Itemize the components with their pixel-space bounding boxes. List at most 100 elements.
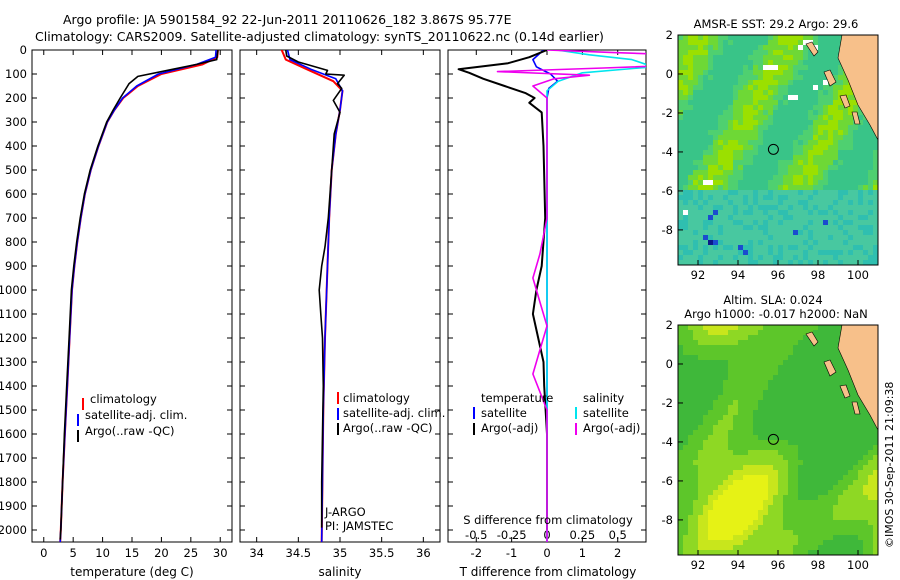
- heat-cell: [843, 235, 849, 241]
- heat-cell: [808, 55, 814, 61]
- heat-cell: [793, 35, 799, 41]
- heat-cell: [763, 175, 769, 181]
- heat-cell: [748, 165, 754, 171]
- heat-cell: [773, 365, 779, 371]
- heat-cell: [758, 195, 764, 201]
- heat-cell: [788, 50, 794, 56]
- heat-cell: [728, 170, 734, 176]
- heat-cell: [698, 550, 704, 555]
- heat-cell: [768, 395, 774, 401]
- heat-cell: [678, 230, 684, 236]
- heat-cell: [683, 455, 689, 461]
- heat-cell: [763, 230, 769, 236]
- heat-cell: [688, 110, 694, 116]
- heat-cell: [738, 475, 744, 481]
- heat-cell: [723, 260, 729, 265]
- heat-cell: [793, 205, 799, 211]
- heat-cell: [818, 170, 824, 176]
- heat-cell: [728, 440, 734, 446]
- heat-cell: [788, 335, 794, 341]
- heat-cell: [693, 550, 699, 555]
- heat-cell: [678, 440, 684, 446]
- heat-cell: [768, 235, 774, 241]
- heat-cell: [848, 130, 854, 136]
- heat-cell: [768, 495, 774, 501]
- heat-cell: [838, 400, 844, 406]
- heat-cell: [763, 240, 769, 246]
- heat-cell: [843, 375, 849, 381]
- heat-cell: [818, 550, 824, 555]
- legend-temp-satellite: satellite: [481, 406, 527, 420]
- heat-cell: [838, 170, 844, 176]
- heat-cell: [868, 195, 874, 201]
- heat-cell: [798, 440, 804, 446]
- heat-cell: [838, 485, 844, 491]
- heat-cell: [808, 410, 814, 416]
- heat-cell: [758, 360, 764, 366]
- heat-cell: [678, 145, 684, 151]
- heat-cell: [778, 390, 784, 396]
- heat-cell: [753, 85, 759, 91]
- heat-cell: [728, 220, 734, 226]
- heat-cell: [708, 490, 714, 496]
- heat-cell: [848, 180, 854, 186]
- heat-cell: [738, 395, 744, 401]
- heat-cell: [773, 520, 779, 526]
- heat-cell: [718, 535, 724, 541]
- heat-cell: [713, 80, 719, 86]
- heat-cell: [683, 230, 689, 236]
- heat-cell: [873, 255, 878, 261]
- heat-cell: [863, 490, 869, 496]
- heat-cell: [788, 355, 794, 361]
- x-tick-label: 35: [333, 546, 348, 560]
- heat-cell: [678, 225, 684, 231]
- heat-cell: [833, 335, 839, 341]
- heat-cell: [708, 505, 714, 511]
- heat-cell: [828, 150, 834, 156]
- heat-cell: [818, 445, 824, 451]
- heat-cell: [788, 375, 794, 381]
- heat-cell: [858, 460, 864, 466]
- heat-cell: [778, 70, 784, 76]
- heat-cell: [763, 455, 769, 461]
- heat-cell: [783, 500, 789, 506]
- heat-cell: [748, 325, 754, 331]
- heat-cell: [818, 405, 824, 411]
- heat-cell: [718, 200, 724, 206]
- heat-cell: [828, 520, 834, 526]
- heat-cell: [828, 540, 834, 546]
- heat-cell: [793, 415, 799, 421]
- heat-cell: [698, 260, 704, 265]
- heat-cell: [823, 255, 829, 261]
- heat-cell: [818, 390, 824, 396]
- heat-cell: [823, 60, 829, 66]
- heat-cell: [718, 420, 724, 426]
- heat-cell: [793, 155, 799, 161]
- heat-cell: [813, 490, 819, 496]
- heat-cell: [718, 500, 724, 506]
- heat-cell: [793, 400, 799, 406]
- heat-cell: [813, 370, 819, 376]
- heat-cell: [698, 415, 704, 421]
- heat-cell: [813, 515, 819, 521]
- heat-cell: [838, 115, 844, 121]
- heat-cell: [683, 370, 689, 376]
- heat-cell: [683, 50, 689, 56]
- heat-cell: [753, 545, 759, 551]
- heat-cell: [803, 390, 809, 396]
- heat-cell: [803, 535, 809, 541]
- heat-cell: [778, 250, 784, 256]
- heat-cell: [778, 135, 784, 141]
- heat-cell: [723, 130, 729, 136]
- heat-cell: [693, 450, 699, 456]
- heat-cell: [693, 515, 699, 521]
- heat-cell: [728, 530, 734, 536]
- heat-cell: [733, 95, 739, 101]
- heat-cell: [703, 505, 709, 511]
- heat-cell: [808, 445, 814, 451]
- heat-cell: [758, 120, 764, 126]
- heat-cell: [778, 90, 784, 96]
- heat-cell: [863, 480, 869, 486]
- heat-cell: [683, 415, 689, 421]
- heat-cell: [708, 450, 714, 456]
